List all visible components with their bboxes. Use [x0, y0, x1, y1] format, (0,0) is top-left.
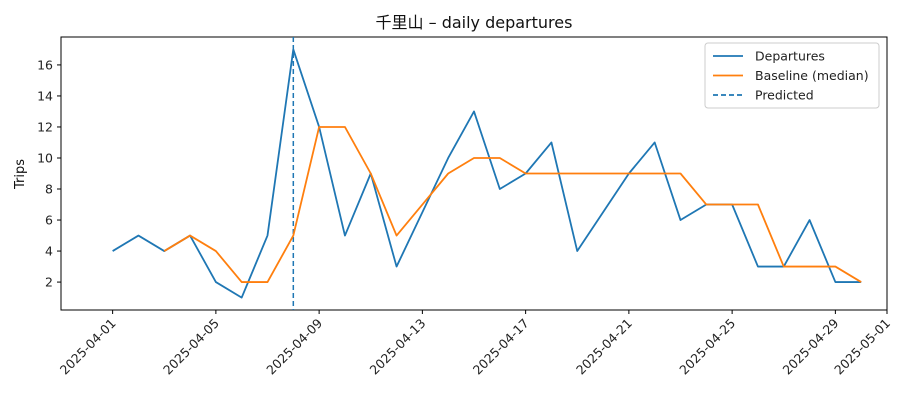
legend-entry-departures-label: Departures	[755, 49, 825, 64]
x-tick-label: 2025-04-25	[676, 316, 738, 378]
x-tick-label: 2025-04-09	[263, 315, 325, 377]
y-tick-label: 8	[45, 182, 53, 197]
y-tick-label: 2	[45, 275, 53, 290]
plot-frame	[60, 36, 888, 311]
y-axis-label: Trips	[13, 159, 28, 190]
legend-entry-baseline-label: Baseline (median)	[755, 68, 869, 83]
legend: Departures Baseline (median) Predicted	[704, 42, 880, 109]
x-tick-label: 2025-04-01	[57, 316, 119, 378]
y-tick-label: 12	[37, 119, 53, 134]
legend-entry-predicted-label: Predicted	[755, 88, 814, 103]
legend-box	[704, 42, 880, 109]
x-tick-label: 2025-04-13	[367, 316, 429, 378]
x-tick-label: 2025-04-21	[573, 316, 635, 378]
y-tick-label: 16	[37, 57, 53, 72]
y-tick-label: 6	[45, 213, 53, 228]
x-tick-label: 2025-04-17	[470, 316, 532, 378]
y-tick-label: 14	[37, 88, 53, 103]
x-tick-label: 2025-04-05	[160, 316, 222, 378]
y-tick-label: 10	[37, 150, 53, 165]
y-tick-label: 4	[45, 244, 53, 259]
series-line-departures	[112, 48, 862, 299]
x-tick-label: 2025-05-01	[831, 316, 893, 378]
series-line-baseline	[163, 126, 862, 283]
chart-title: 千里山 – daily departures	[376, 13, 573, 32]
